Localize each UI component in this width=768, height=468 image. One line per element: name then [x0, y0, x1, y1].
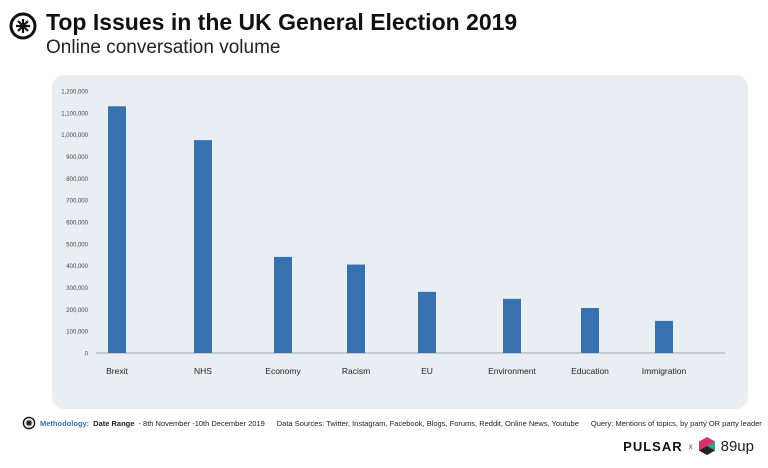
methodology-footer: Methodology: Date Range - 8th November -… [22, 416, 762, 430]
bar-environment [503, 298, 521, 353]
y-tick-label: 800,000 [66, 177, 88, 183]
query: Query: Mentions of topics, by party OR p… [590, 418, 762, 428]
date-range: - 8th November -10th December 2019 [138, 418, 265, 428]
methodology-label: Methodology: [40, 418, 90, 428]
date-range-label: Date Range [93, 418, 135, 428]
bar-immigration [655, 320, 673, 353]
brand-separator: x [688, 441, 693, 451]
brand-logos: PULSAR x 89up [623, 437, 754, 455]
chart-title: Top Issues in the UK General Election 20… [46, 9, 518, 35]
chart-subtitle: Online conversation volume [46, 37, 281, 58]
y-tick-label: 1,200,000 [61, 90, 88, 96]
bar-brexit [108, 106, 126, 354]
data-sources: Data Sources: Twitter, Instagram, Facebo… [276, 418, 579, 428]
y-tick-label: 1,000,000 [61, 133, 88, 139]
89up-logo: 89up [720, 437, 754, 455]
89up-logo-icon [698, 437, 715, 455]
pulsar-logo: PULSAR [623, 438, 683, 454]
y-tick-label: 200,000 [66, 308, 88, 314]
pulsar-small-icon [22, 416, 36, 430]
y-tick-label: 700,000 [66, 199, 88, 205]
x-tick-label: Environment [488, 366, 536, 376]
x-tick-label: Racism [342, 366, 370, 376]
y-tick-label: 400,000 [66, 264, 88, 270]
x-tick-label: NHS [194, 366, 212, 376]
y-tick-label: 600,000 [66, 221, 88, 227]
y-tick-label: 1,100,000 [61, 111, 88, 117]
bar-education [581, 308, 599, 353]
x-tick-label: Brexit [106, 366, 128, 376]
y-tick-label: 900,000 [66, 155, 88, 161]
bar-eu [418, 291, 436, 353]
x-tick-label: EU [421, 366, 433, 376]
pulsar-logo-icon [9, 12, 37, 40]
y-tick-label: 100,000 [66, 330, 88, 336]
x-tick-label: Economy [265, 366, 301, 376]
bar-nhs [194, 140, 212, 353]
bar-racism [347, 264, 365, 353]
y-tick-label: 300,000 [66, 286, 88, 292]
x-tick-label: Immigration [642, 366, 687, 376]
y-tick-label: 0 [85, 352, 89, 358]
x-tick-label: Education [571, 366, 609, 376]
bar-economy [274, 256, 292, 353]
y-tick-label: 500,000 [66, 242, 88, 248]
